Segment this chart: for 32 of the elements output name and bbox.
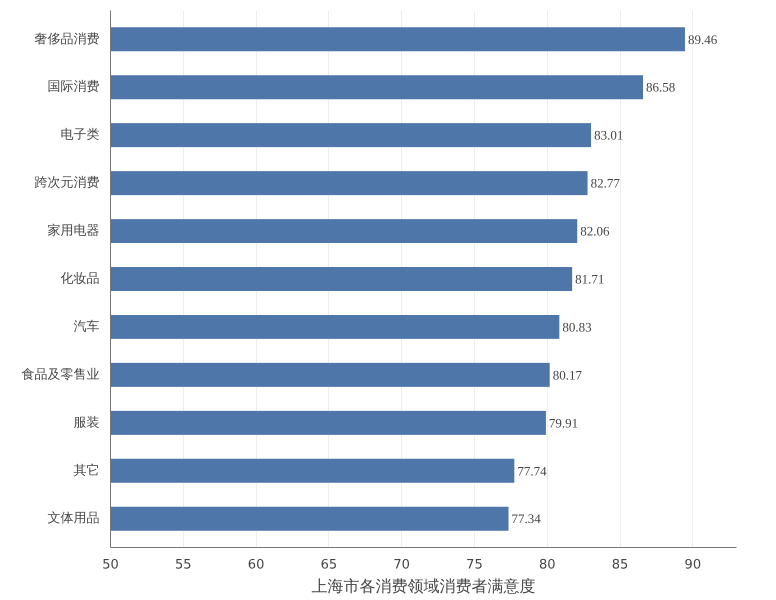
y-tick-label: 食品及零售业 bbox=[22, 367, 100, 382]
data-label: 82.06 bbox=[580, 224, 610, 239]
x-tick-label: 70 bbox=[393, 558, 410, 572]
data-label: 81.71 bbox=[575, 272, 604, 286]
x-tick-label: 75 bbox=[466, 558, 483, 572]
y-tick-label: 服装 bbox=[74, 415, 100, 430]
text: 上海市各消费领域消费者满意度 bbox=[312, 578, 536, 596]
x-tick-label: 50 bbox=[102, 558, 119, 572]
data-label: 86.58 bbox=[646, 80, 676, 95]
x-tick-label: 80 bbox=[538, 558, 556, 572]
x-tick-label: 55 bbox=[175, 558, 192, 572]
y-tick-label: 其它 bbox=[74, 462, 100, 478]
x-tick-label: 60 bbox=[248, 558, 264, 572]
y-tick-label: 家用电器 bbox=[48, 222, 100, 239]
x-tick-label: 90 bbox=[684, 558, 702, 572]
data-label: 77.74 bbox=[517, 463, 548, 478]
y-tick-label: 国际消费 bbox=[48, 80, 100, 95]
x-tick-label: 85 bbox=[612, 558, 628, 572]
y-tick-label: 文体用品 bbox=[48, 511, 100, 526]
y-tick-label: 汽车 bbox=[74, 319, 100, 334]
data-label: 82.77 bbox=[590, 176, 620, 191]
data-label: 80.83 bbox=[562, 319, 592, 334]
y-tick-label: 跨次元消费 bbox=[34, 176, 100, 191]
y-tick-label: 电子类 bbox=[60, 128, 100, 143]
y-tick-label: 奢侈品消费 bbox=[34, 32, 100, 47]
y-tick-label: 化妆品 bbox=[60, 272, 100, 286]
data-label: 83.01 bbox=[594, 128, 624, 143]
data-label: 79.91 bbox=[548, 415, 578, 430]
x-tick-label: 65 bbox=[320, 558, 338, 572]
data-label: 80.17 bbox=[552, 367, 582, 382]
data-label: 77.34 bbox=[512, 511, 542, 526]
data-label: 89.46 bbox=[688, 32, 718, 47]
